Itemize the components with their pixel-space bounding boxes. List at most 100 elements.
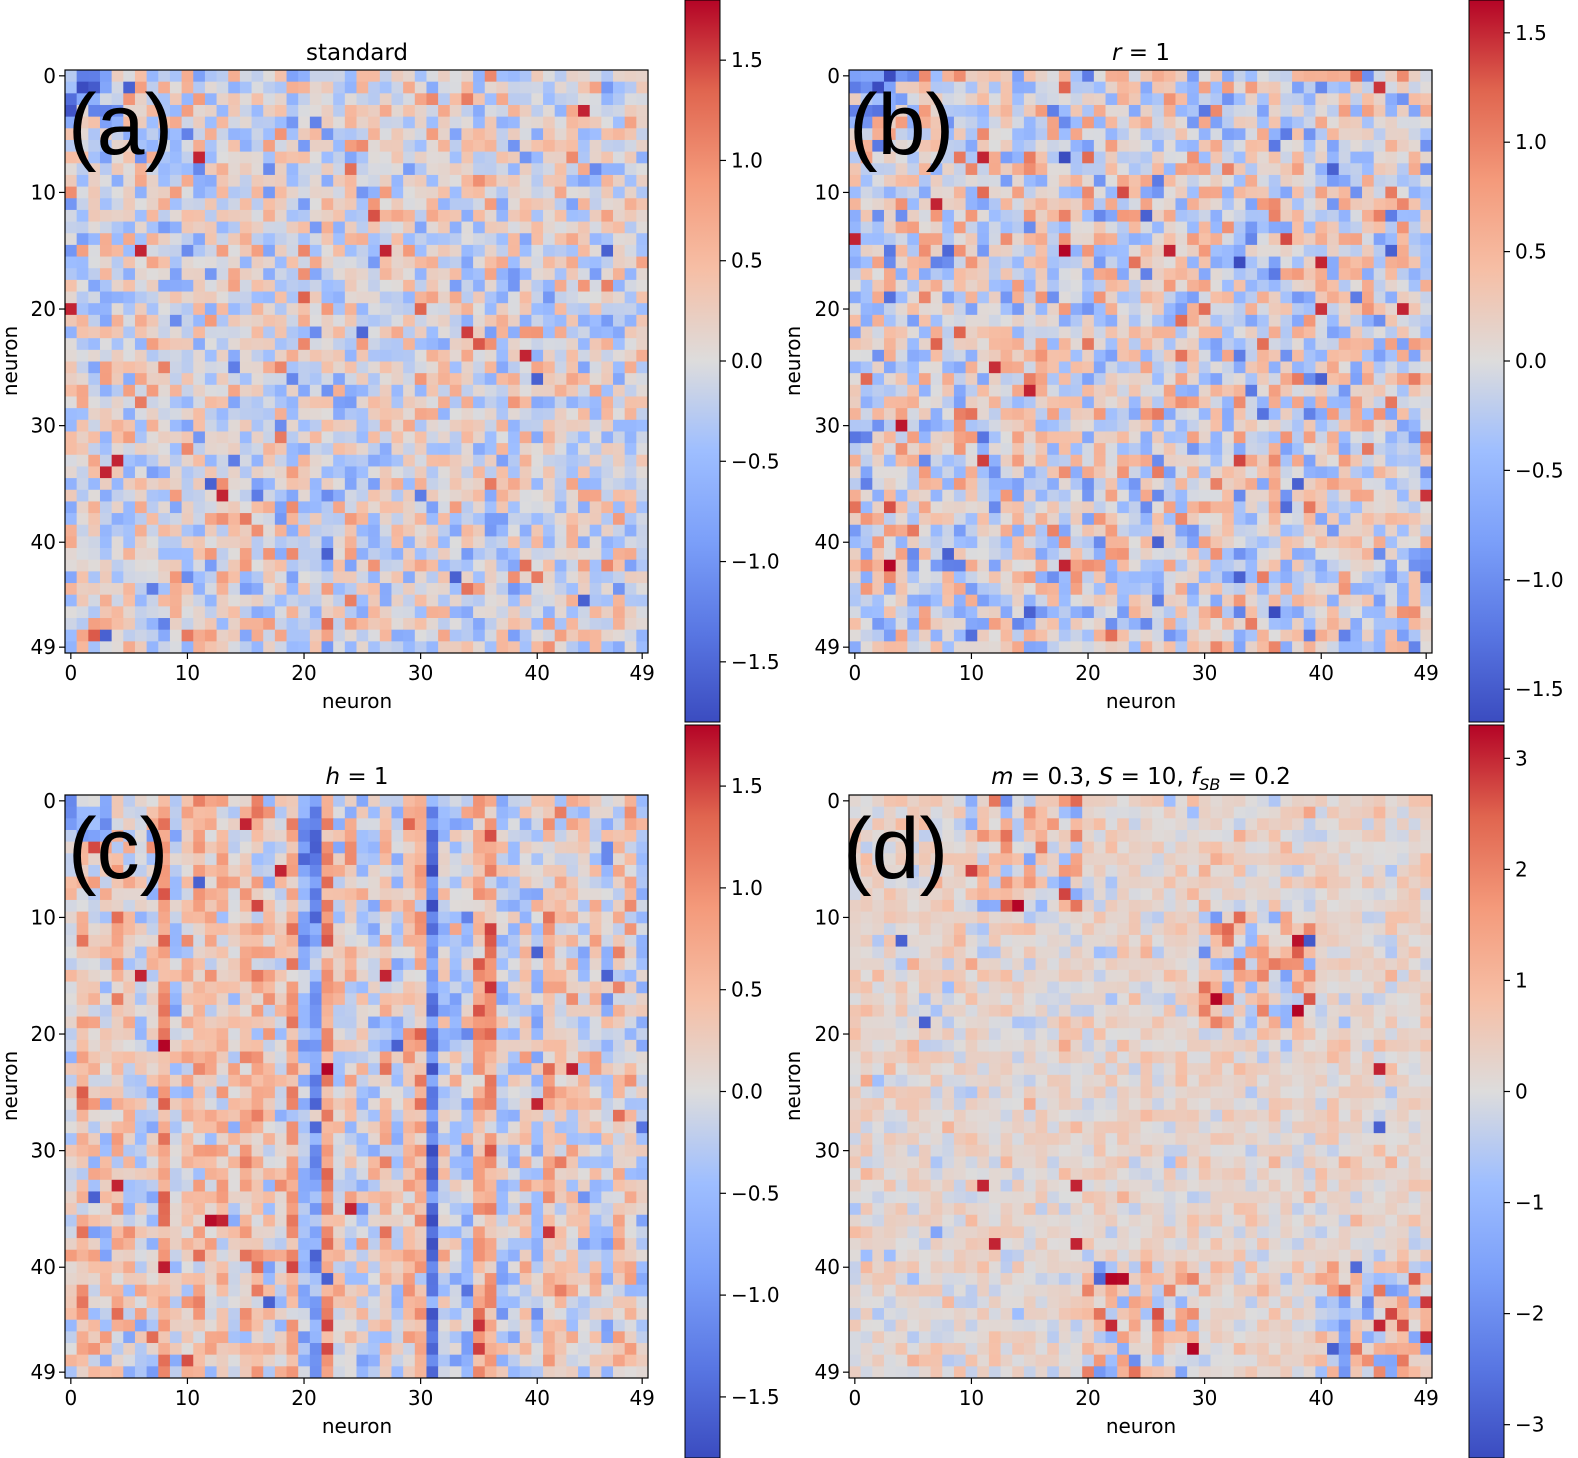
heat-cell [883,303,897,316]
heat-cell [1292,419,1305,432]
heat-cell [531,606,544,619]
heat-cell [216,489,229,502]
heat-cell [1128,384,1141,397]
heat-cell [636,198,649,211]
heat-cell [1397,116,1410,129]
heat-cell [1023,244,1036,257]
heat-cell [1303,326,1316,339]
heat-cell [309,256,322,269]
heat-cell [379,268,392,281]
heat-cell [1350,396,1363,409]
heat-cell [496,583,509,596]
heat-cell [1268,594,1281,607]
heat-cell [1420,548,1433,561]
heat-cell [1233,186,1246,199]
heat-cell [566,174,579,187]
heat-cell [1187,244,1200,257]
heat-cell [953,396,966,409]
heat-cell [543,303,556,316]
heat-cell [1233,209,1246,222]
heat-cell [379,396,392,409]
heat-cell [543,548,556,561]
heat-cell [1175,629,1188,642]
heat-cell [426,373,439,386]
heat-cell [496,256,509,269]
heat-cell [286,104,299,118]
heat-cell [88,104,101,118]
heat-cell [1082,314,1095,327]
heat-cell [204,384,217,397]
heat-cell [379,536,392,549]
heat-cell [1152,209,1165,222]
heat-cell [531,338,544,351]
heat-cell [1187,361,1200,374]
heat-cell [1327,361,1340,374]
heat-cell [1187,209,1200,222]
heat-cell [1152,81,1165,94]
heat-cell [624,408,637,421]
heat-cell [1373,268,1386,281]
heat-cell [1035,419,1048,432]
heat-cell [333,443,346,456]
heat-cell [181,81,194,94]
heat-cell [88,81,101,94]
heat-cell [1408,524,1421,537]
heat-cell [344,594,357,607]
heat-cell [99,303,113,316]
heat-cell [461,70,474,83]
heat-cell [953,489,966,502]
heat-cell [589,641,602,654]
heat-cell [426,501,439,514]
heat-cell [123,478,136,491]
heat-cell [1280,524,1293,537]
heat-cell [298,373,311,386]
heat-cell [872,314,885,327]
heat-cell [965,513,978,526]
heat-cell [519,536,532,549]
heat-cell [356,536,369,549]
heat-cell [508,583,521,596]
heat-cell [496,396,509,409]
heat-cell [860,349,873,362]
heat-cell [1303,139,1316,153]
heat-cell [473,81,486,94]
heat-cell [1420,70,1433,83]
heat-cell [1000,571,1013,584]
heat-cell [953,198,966,211]
heat-cell [123,186,136,199]
heat-cell [65,641,78,654]
heat-cell [1140,559,1153,572]
heat-cell [613,571,626,584]
heat-cell [286,93,299,106]
heat-cell [1408,279,1421,292]
heat-cell [1012,419,1025,432]
heat-cell [988,548,1001,561]
heat-cell [111,186,124,199]
heat-cell [496,221,509,234]
heat-cell [321,233,334,246]
heat-cell [1350,104,1363,118]
heat-cell [1362,198,1375,211]
heat-cell [965,384,978,397]
heat-cell [1198,256,1211,269]
heat-cell [1163,548,1176,561]
heat-cell [1385,244,1398,257]
heat-cell [849,291,862,304]
heat-cell [1210,326,1223,339]
heat-cell [1047,583,1060,596]
heat-cell [1105,618,1118,631]
heat-cell [216,454,229,467]
heat-cell [496,419,509,432]
heat-cell [484,489,497,502]
heat-cell [193,419,206,432]
heat-cell [391,349,404,362]
heat-cell [1338,524,1351,537]
x-tick-label: 40 [525,661,550,685]
heat-cell [578,256,591,269]
heat-cell [1187,314,1200,327]
heat-cell [1245,583,1258,596]
heat-cell [601,279,614,292]
heat-cell [554,256,567,269]
heat-cell [918,384,932,397]
heat-cell [274,198,287,211]
